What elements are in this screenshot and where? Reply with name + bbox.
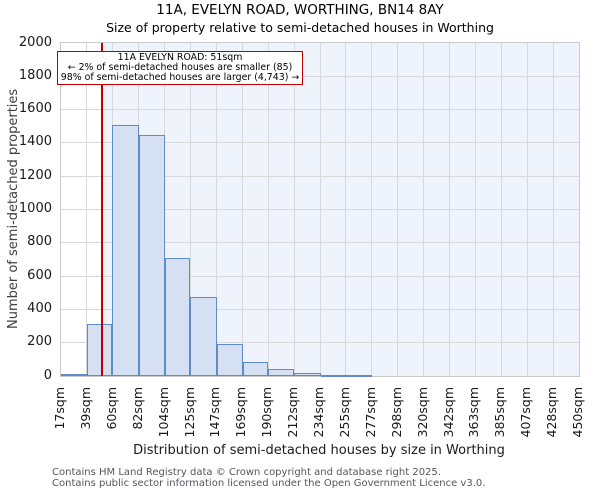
x-tick-label: 60sqm: [103, 387, 119, 430]
gridline-horizontal: [61, 308, 579, 310]
y-tick-label: 600: [27, 267, 52, 283]
annotation-larger-stat: 98% of semi-detached houses are larger (…: [60, 71, 300, 83]
x-tick-label: 407sqm: [518, 387, 534, 438]
y-tick-label: 1600: [18, 101, 52, 117]
y-tick-label: 1400: [18, 134, 52, 150]
annotation-box: 11A EVELYN ROAD: 51sqm ← 2% of semi-deta…: [57, 51, 303, 86]
histogram-bar: [320, 374, 346, 377]
x-tick-label: 342sqm: [440, 387, 456, 438]
footer-line-hm-land-registry: Contains HM Land Registry data © Crown c…: [52, 467, 441, 478]
x-tick-label: 277sqm: [362, 387, 378, 438]
histogram-bar: [87, 323, 113, 376]
x-tick-label: 320sqm: [414, 387, 430, 438]
gridline-horizontal: [61, 342, 579, 344]
annotation-smaller-stat: ← 2% of semi-detached houses are smaller…: [67, 61, 293, 73]
histogram-bar: [242, 361, 268, 376]
x-tick-label: 428sqm: [544, 387, 560, 438]
x-tick-label: 147sqm: [207, 387, 223, 438]
x-axis-title: Distribution of semi-detached houses by …: [133, 443, 505, 458]
annotation-title: 11A EVELYN ROAD: 51sqm: [117, 52, 243, 63]
gridline-horizontal: [61, 175, 579, 177]
histogram-bar: [61, 373, 88, 376]
gridline-horizontal: [61, 275, 579, 277]
x-tick-label: 169sqm: [233, 387, 249, 438]
footer-line-open-government-licence: Contains public sector information licen…: [52, 477, 486, 489]
histogram-bar: [165, 257, 191, 376]
histogram-bar: [216, 344, 243, 376]
y-tick-label: 0: [43, 367, 52, 383]
y-tick-label: 800: [27, 234, 52, 250]
histogram-bar: [294, 372, 321, 376]
y-tick-label: 1800: [18, 67, 52, 83]
y-tick-label: 400: [27, 300, 52, 316]
gridline-horizontal: [61, 75, 579, 77]
y-tick-label: 2000: [18, 34, 52, 50]
histogram-bar: [138, 134, 166, 376]
histogram-bar: [267, 368, 295, 376]
gridline-horizontal: [61, 142, 579, 144]
x-tick-label: 385sqm: [492, 387, 508, 438]
x-tick-label: 104sqm: [155, 387, 171, 438]
histogram-bar: [345, 374, 373, 377]
chart-subtitle: Size of property relative to semi-detach…: [106, 20, 494, 35]
gridline-horizontal: [61, 209, 579, 210]
x-tick-label: 298sqm: [388, 387, 404, 438]
x-tick-label: 190sqm: [259, 387, 275, 438]
x-tick-label: 17sqm: [52, 387, 67, 430]
x-tick-label: 39sqm: [77, 387, 93, 430]
x-tick-label: 363sqm: [466, 387, 482, 438]
y-tick-label: 200: [27, 334, 52, 350]
gridline-horizontal: [61, 242, 579, 244]
y-tick-label: 1000: [18, 201, 52, 216]
footer-attribution: Contains HM Land Registry data © Crown c…: [52, 467, 486, 489]
x-tick-label: 82sqm: [129, 387, 145, 430]
subject-property-marker-line: [100, 43, 103, 376]
histogram-bar: [112, 124, 139, 376]
x-tick-label: 234sqm: [311, 387, 326, 438]
y-tick-label: 1200: [18, 167, 52, 183]
gridline-horizontal: [61, 109, 579, 111]
chart-title: 11A, EVELYN ROAD, WORTHING, BN14 8AY: [156, 2, 444, 18]
x-tick-label: 212sqm: [285, 387, 301, 438]
x-tick-label: 125sqm: [181, 387, 197, 438]
histogram-bar: [190, 296, 217, 376]
x-tick-label: 450sqm: [570, 387, 585, 438]
x-tick-label: 255sqm: [336, 387, 352, 438]
plot-area: 11A EVELYN ROAD: 51sqm ← 2% of semi-deta…: [57, 42, 580, 377]
